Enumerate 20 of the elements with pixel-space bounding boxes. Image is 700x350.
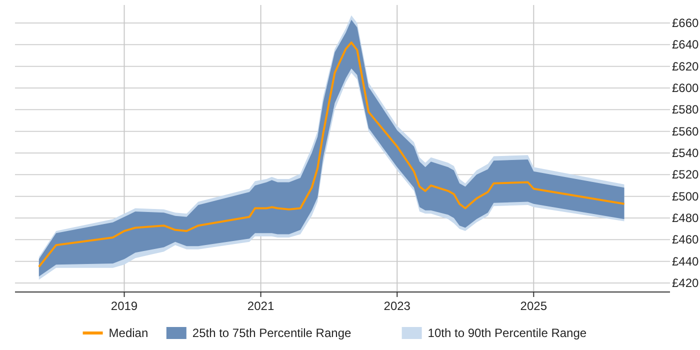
y-tick-label: £460 [672, 232, 700, 247]
y-tick-label: £660 [672, 16, 700, 30]
y-tick-label: £560 [672, 124, 700, 138]
y-tick-label: £540 [672, 146, 700, 160]
y-tick-label: £520 [672, 168, 700, 182]
legend-label: 25th to 75th Percentile Range [192, 326, 352, 340]
y-tick-label: £500 [672, 189, 700, 204]
x-tick-label: 2023 [384, 299, 411, 313]
x-tick-label: 2025 [520, 299, 548, 313]
y-tick-label: £620 [672, 59, 700, 74]
y-tick-label: £600 [672, 80, 700, 95]
y-tick-label: £440 [672, 254, 700, 268]
y-tick-label: £640 [672, 38, 700, 52]
y-tick-label: £480 [672, 211, 700, 225]
y-tick-label: £420 [672, 276, 700, 290]
legend-label: Median [108, 326, 148, 340]
x-tick-label: 2019 [110, 299, 138, 313]
x-tick-label: 2021 [247, 299, 274, 313]
legend-label: 10th to 90th Percentile Range [428, 326, 587, 340]
y-tick-label: £580 [672, 102, 700, 117]
